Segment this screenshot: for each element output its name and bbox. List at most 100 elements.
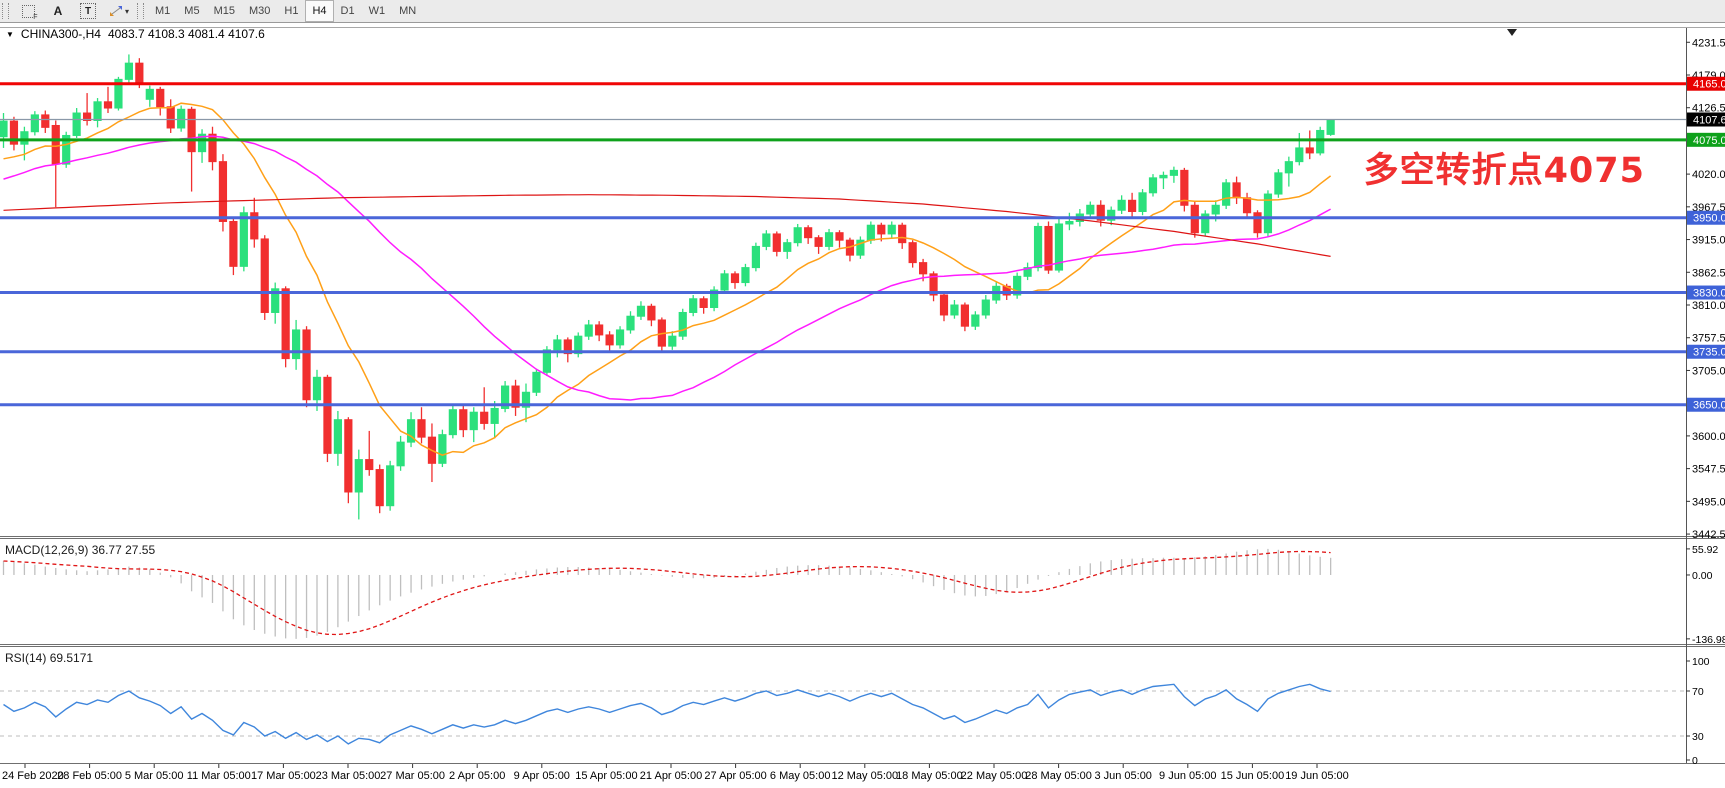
chevron-down-icon[interactable]: ▾ [125,6,130,16]
price-badge [1687,397,1725,412]
candle [521,391,531,408]
letter-a-icon: A [53,4,63,18]
candle [584,324,593,337]
price-axis-label: 3862.5 [1692,267,1725,279]
candle [323,376,332,454]
date-label[interactable]: 9 Jun 05:00 [1159,770,1217,782]
candle [824,232,834,247]
candle [344,419,353,493]
font-button[interactable]: A [44,1,72,21]
candle [1295,147,1304,163]
price-badge [1687,344,1725,359]
date-label[interactable]: 28 May 05:00 [1025,770,1092,782]
date-label[interactable]: 28 Feb 05:00 [57,770,122,782]
chart-shift-marker-icon[interactable] [1507,29,1517,36]
candle [62,134,71,165]
candle [417,419,426,438]
candle [971,314,980,327]
candle [615,329,625,346]
candle [1054,223,1064,271]
date-label[interactable]: 23 Mar 05:00 [316,770,381,782]
price-axis-label: 3600.0 [1692,431,1725,443]
candle [124,62,134,80]
ma-line-slow [3,194,1331,257]
collapse-triangle-icon[interactable]: ▼ [6,29,14,39]
timeframe-m1[interactable]: M1 [155,5,171,17]
timeframe-m15[interactable]: M15 [213,5,235,17]
arrows-button[interactable]: ▾ [104,1,134,21]
timeframe-w1[interactable]: W1 [368,5,386,17]
date-label[interactable]: 21 Apr 05:00 [640,770,702,782]
candle [636,305,646,317]
candle [1316,129,1325,154]
timeframe-m30[interactable]: M30 [248,5,271,17]
candle [553,339,562,351]
date-label[interactable]: 27 Apr 05:00 [704,770,766,782]
toolbar-grip[interactable] [2,3,9,19]
price-badge-label: 3650.0 [1693,400,1725,412]
candle [197,133,207,153]
candle [250,212,259,240]
ma-line-fast [3,102,1332,457]
candle [783,242,792,252]
date-label[interactable]: 5 Mar 05:00 [125,770,184,782]
candle [563,339,572,355]
timeframe-mn[interactable]: MN [399,5,417,17]
candle [1242,197,1252,214]
date-label[interactable]: 18 May 05:00 [896,770,963,782]
date-label[interactable]: 15 Jun 05:00 [1221,770,1285,782]
date-label[interactable]: 19 Jun 05:00 [1285,770,1349,782]
timeframe-m5[interactable]: M5 [184,5,200,17]
rsi-label: RSI(14) [5,651,47,665]
price-badge-label: 3950.0 [1693,213,1725,225]
date-label[interactable]: 3 Jun 05:00 [1094,770,1152,782]
price-axis-label: 4231.5 [1692,37,1725,49]
date-label[interactable]: 24 Feb 2020 [2,770,64,782]
candle [689,298,698,313]
price-axis-label: 4126.5 [1692,103,1725,115]
price-badge-label: 4165.0 [1693,79,1725,91]
date-label[interactable]: 15 Apr 05:00 [575,770,637,782]
text-label-button[interactable]: T [74,1,102,21]
timeframe-d1[interactable]: D1 [340,5,355,17]
date-label[interactable]: 27 Mar 05:00 [380,770,445,782]
candle [835,232,844,241]
candle [271,288,280,313]
candle [375,469,384,507]
grid-template-button[interactable]: F [14,1,42,21]
price-axis-label: 4020.0 [1692,169,1725,181]
candle [1274,172,1283,195]
candle [877,224,886,235]
date-label[interactable]: 2 Apr 05:00 [449,770,505,782]
chart-header: ▼ CHINA300-,H4 4083.7 4108.3 4081.4 4107… [6,27,265,41]
date-label[interactable]: 12 May 05:00 [831,770,898,782]
candle [1201,213,1210,234]
candle [51,124,60,165]
candle [908,242,917,264]
price-badge-label: 4075.0 [1693,135,1725,147]
timeframe-h1[interactable]: H1 [284,5,299,17]
date-label[interactable]: 11 Mar 05:00 [187,770,251,782]
date-label[interactable]: 17 Mar 05:00 [251,770,316,782]
candle [1065,220,1074,225]
date-label[interactable]: 22 May 05:00 [961,770,1028,782]
candle [469,411,478,431]
grid-icon-label: F [33,13,38,21]
timeframe-h4[interactable]: H4 [305,0,334,22]
candle [595,324,604,336]
candle [448,409,457,436]
candle [1222,182,1231,206]
toolbar-grip-2[interactable] [137,3,145,19]
date-label[interactable]: 9 Apr 05:00 [514,770,570,782]
date-label[interactable]: 6 May 05:00 [770,770,831,782]
candle [730,273,740,284]
price-badge [1687,285,1725,300]
candle [480,411,489,424]
price-badge [1687,112,1725,127]
macd-signal-line [3,550,1331,636]
candle [542,349,551,373]
candle [1211,204,1220,215]
candle [1107,209,1116,221]
candle [626,315,635,331]
